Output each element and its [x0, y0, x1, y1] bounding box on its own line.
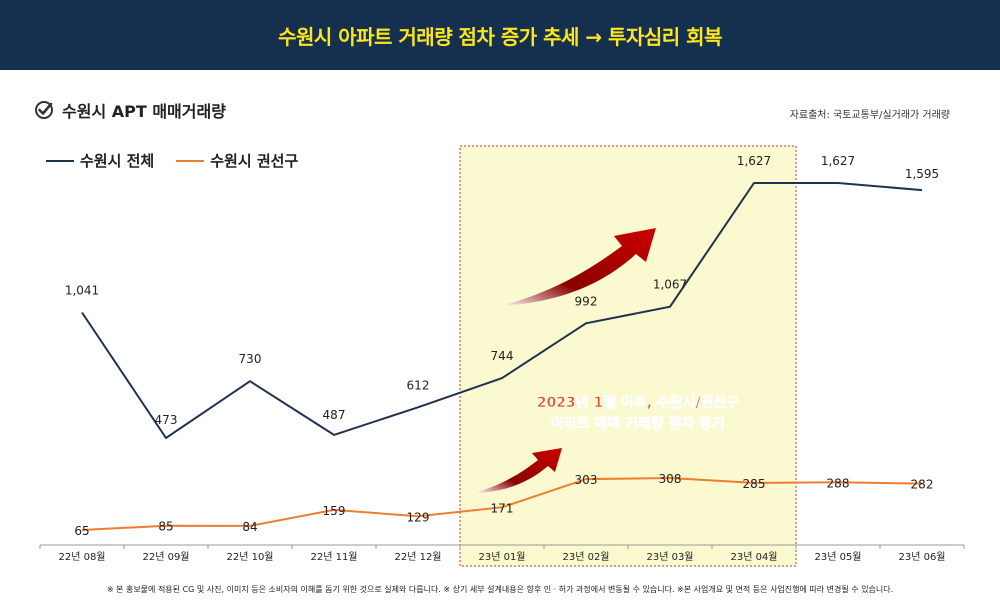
legend-label-series2: 수원시 권선구: [210, 152, 299, 170]
data-label-s2-0: 65: [74, 524, 89, 538]
x-tick-label-3: 22년 11월: [310, 551, 357, 563]
x-tick-label-10: 23년 06월: [898, 551, 945, 563]
data-label-s2-3: 159: [323, 504, 346, 518]
data-label-s2-8: 285: [743, 477, 766, 491]
chart-legend: 수원시 전체 수원시 권선구: [46, 150, 298, 171]
highlight-region: [459, 145, 797, 567]
legend-item-series1: 수원시 전체: [46, 150, 154, 171]
data-label-s2-9: 288: [827, 476, 850, 490]
legend-item-series2: 수원시 권선구: [176, 150, 298, 171]
data-label-s2-7: 308: [659, 472, 682, 486]
section-header: 수원시 APT 매매거래량: [34, 98, 226, 122]
x-tick-label-7: 23년 03월: [646, 551, 693, 563]
legend-label-series1: 수원시 전체: [80, 152, 155, 170]
annotation-line1: 2023년 1월 이후, 수원시/권선구: [537, 394, 740, 411]
series-line-2: [81, 476, 923, 531]
legend-swatch-series2: [176, 159, 205, 162]
data-label-s1-3: 487: [323, 408, 346, 422]
x-tick-label-4: 22년 12월: [394, 551, 441, 563]
x-tick-label-9: 23년 05월: [814, 551, 861, 563]
data-label-s1-4: 612: [407, 378, 430, 392]
data-label-s1-8: 1,627: [737, 154, 771, 168]
data-label-s1-2: 730: [239, 352, 262, 366]
data-label-s1-7: 1,067: [653, 278, 687, 292]
data-label-s2-1: 85: [158, 520, 173, 534]
section-title: 수원시 APT 매매거래량: [62, 102, 226, 121]
footnote: ※ 본 홍보물에 적용된 CG 및 사진, 이미지 등은 소비자의 이해를 돕기…: [106, 585, 894, 594]
trend-arrow-small: [474, 448, 562, 493]
x-tick-label-8: 23년 04월: [730, 551, 777, 563]
banner-title: 수원시 아파트 거래량 점차 증가 추세 → 투자심리 회복: [278, 24, 722, 49]
legend-swatch-series1: [46, 159, 74, 162]
data-label-s2-4: 129: [407, 510, 430, 524]
data-label-s1-10: 1,595: [905, 167, 939, 181]
data-label-s2-2: 84: [242, 520, 257, 534]
data-label-s2-10: 282: [911, 478, 934, 492]
data-label-s1-1: 473: [155, 413, 178, 427]
x-tick-label-2: 22년 10월: [226, 551, 273, 563]
trend-arrow-large: [500, 228, 656, 306]
x-tick-label-6: 23년 02월: [562, 551, 609, 563]
source-note: 자료출처: 국토교통부/실거래가 거래량: [789, 110, 950, 121]
data-label-s2-6: 303: [575, 473, 598, 487]
check-circle-icon: [35, 101, 53, 119]
data-label-s2-5: 171: [491, 501, 514, 515]
title-banner: 수원시 아파트 거래량 점차 증가 추세 → 투자심리 회복: [0, 0, 1000, 70]
x-tick-label-0: 22년 08월: [58, 551, 105, 563]
data-label-s1-5: 744: [491, 349, 514, 363]
x-tick-label-5: 23년 01월: [478, 551, 525, 563]
data-label-s1-6: 992: [575, 294, 598, 308]
annotation-line2: 아파트 매매 거래량 점차 증가: [551, 415, 725, 432]
x-tick-label-1: 22년 09월: [142, 551, 189, 563]
data-label-s1-9: 1,627: [821, 154, 855, 168]
series-line-1: [81, 182, 923, 440]
data-label-s1-0: 1,041: [65, 284, 99, 298]
